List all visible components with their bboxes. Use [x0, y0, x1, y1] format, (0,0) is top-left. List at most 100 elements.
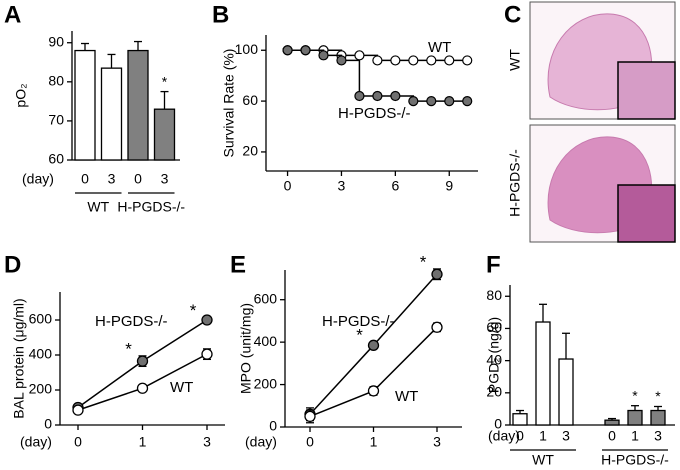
inset: [617, 184, 676, 243]
y-tick-label: 40: [486, 351, 502, 367]
point: [390, 90, 401, 102]
point: [408, 95, 419, 107]
point: [354, 90, 365, 102]
y-tick-label: 0: [494, 416, 502, 432]
series-label: H-PGDS-/-: [338, 105, 411, 122]
y-axis-title: MPO (unit/mg): [238, 303, 254, 394]
point: [408, 55, 419, 66]
point: [336, 55, 347, 66]
y-axis-title: pO₂: [13, 83, 29, 107]
y-tick-label: 60: [48, 151, 64, 167]
y-tick-label: 600: [254, 290, 278, 306]
y-tick-label: 60: [242, 92, 258, 108]
point: [354, 50, 365, 61]
panel-letter: D: [4, 251, 21, 278]
bar: [74, 49, 96, 161]
x-tick-label: 3: [338, 178, 346, 194]
x-tick-label: 1: [370, 434, 378, 450]
group-label: H-PGDS-/-: [117, 199, 185, 215]
inset: [617, 61, 676, 120]
point: [282, 45, 293, 56]
significance: *: [125, 339, 132, 358]
image-label: WT: [507, 49, 523, 71]
x-tick-label: 0: [74, 434, 82, 450]
point: [426, 55, 437, 66]
panel-letter: A: [4, 1, 21, 28]
series-label: H-PGDS-/-: [95, 313, 168, 330]
x-tick-label: 1: [139, 434, 147, 450]
y-tick-label: 0: [269, 418, 277, 434]
point: [372, 55, 383, 66]
x-tick-label: 3: [203, 434, 211, 450]
bar: [127, 49, 149, 161]
point: [444, 95, 455, 107]
point: [72, 404, 84, 416]
point: [367, 339, 380, 351]
significance: *: [356, 326, 363, 345]
y-axis-title: Survival Rate (%): [221, 49, 237, 158]
significance: *: [655, 388, 661, 404]
point: [462, 55, 473, 66]
y-tick-label: 200: [29, 381, 53, 397]
point: [431, 321, 443, 333]
x-tick-label: 0: [306, 434, 314, 450]
y-tick-label: 400: [29, 346, 53, 362]
x-tick-label: 3: [433, 434, 441, 450]
x-tick-label: 0: [134, 171, 142, 187]
step-line: [341, 59, 361, 97]
histology-image: [529, 124, 676, 243]
point: [372, 90, 383, 102]
x-tick-label: 3: [562, 428, 570, 444]
bar: [535, 321, 551, 426]
panel-letter: C: [504, 1, 521, 28]
panel-letter: F: [486, 251, 501, 278]
image-label: H-PGDS-/-: [507, 149, 523, 217]
series-label: WT: [428, 39, 451, 56]
group-label: WT: [87, 199, 109, 215]
point: [318, 50, 329, 61]
x-axis-title: (day): [20, 434, 52, 450]
y-tick-label: 60: [486, 319, 502, 335]
x-tick-label: 1: [631, 428, 639, 444]
panel-letter: B: [212, 1, 229, 28]
y-tick-label: 80: [48, 73, 64, 89]
x-tick-label: 9: [445, 178, 453, 194]
significance: *: [162, 73, 168, 89]
x-tick-label: 0: [81, 171, 89, 187]
x-axis-title: (day): [245, 434, 277, 450]
y-tick-label: 70: [48, 112, 64, 128]
group-label: WT: [532, 452, 554, 468]
x-tick-label: 3: [161, 171, 169, 187]
x-tick-label: 3: [108, 171, 116, 187]
point: [444, 55, 455, 66]
point: [431, 268, 443, 280]
y-axis-title: BAL protein (μg/ml): [11, 298, 27, 418]
series-label: WT: [170, 379, 193, 396]
bar: [558, 358, 574, 426]
x-tick-label: 1: [539, 428, 547, 444]
bar: [153, 108, 176, 161]
y-tick-label: 100: [235, 41, 259, 57]
histology-image: [529, 1, 676, 120]
y-tick-label: 20: [242, 143, 258, 159]
bar: [100, 67, 123, 161]
point: [367, 385, 380, 397]
y-tick-label: 200: [254, 375, 278, 391]
significance: *: [190, 301, 197, 320]
bar: [650, 409, 666, 426]
bar: [512, 413, 528, 426]
y-tick-label: 80: [486, 287, 502, 303]
point: [201, 348, 213, 360]
y-tick-label: 600: [29, 311, 53, 327]
x-tick-label: 3: [654, 428, 662, 444]
bar: [604, 419, 620, 426]
y-tick-label: 90: [48, 33, 64, 49]
point: [136, 382, 149, 394]
y-tick-label: 0: [44, 416, 52, 432]
y-tick-label: 400: [254, 333, 278, 349]
group-label: H-PGDS-/-: [601, 452, 669, 468]
point: [201, 314, 213, 326]
x-axis-title: (day): [22, 171, 54, 187]
y-tick-label: 20: [486, 384, 502, 400]
x-tick-label: 0: [608, 428, 616, 444]
